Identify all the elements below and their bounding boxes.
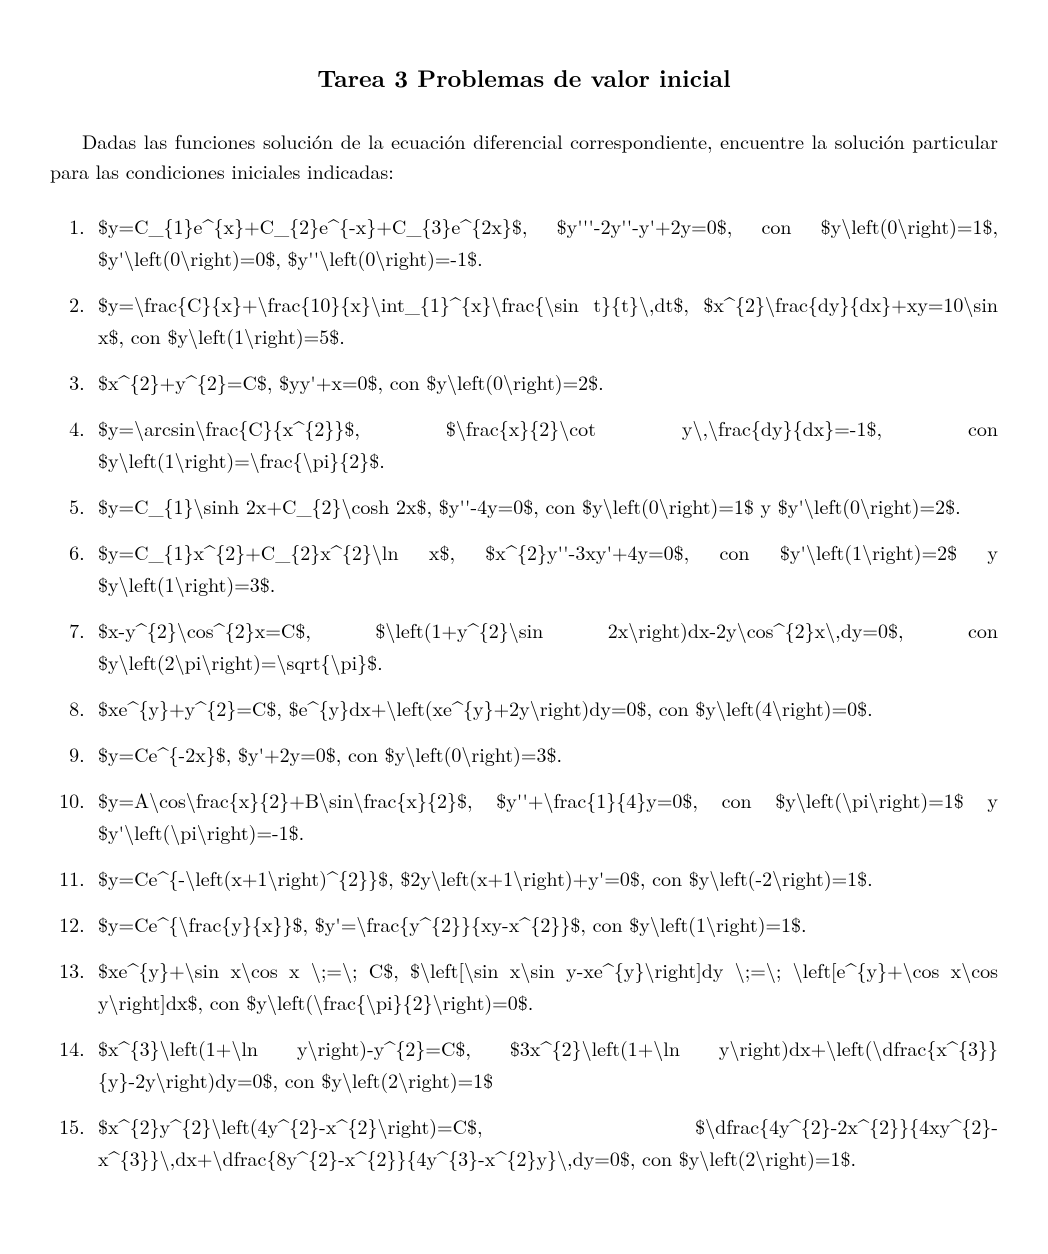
page-title: Tarea 3 Problemas de valor inicial <box>50 60 998 96</box>
problem-item: $y=A\cos\frac{x}{2}+B\sin\frac{x}{2}$, $… <box>98 784 998 848</box>
problem-item: $y=\frac{C}{x}+\frac{10}{x}\int_{1}^{x}\… <box>98 288 998 352</box>
problem-item: $x-y^{2}\cos^{2}x=C$, $\left(1+y^{2}\sin… <box>98 614 998 678</box>
problem-item: $x^{3}\left(1+\ln y\right)-y^{2}=C$, $3x… <box>98 1032 998 1096</box>
problem-item: $xe^{y}+\sin x\cos x \;=\; C$, $\left[\s… <box>98 954 998 1018</box>
problem-item: $y=Ce^{-\left(x+1\right)^{2}}$, $2y\left… <box>98 862 998 894</box>
instructions-paragraph: Dadas las funciones solución de la ecuac… <box>50 126 998 186</box>
problem-item: $x^{2}y^{2}\left(4y^{2}-x^{2}\right)=C$,… <box>98 1110 998 1174</box>
problem-item: $y=\arcsin\frac{C}{x^{2}}$, $\frac{x}{2}… <box>98 412 998 476</box>
problem-item: $y=C_{1}x^{2}+C_{2}x^{2}\ln x$, $x^{2}y'… <box>98 536 998 600</box>
problem-item: $y=Ce^{\frac{y}{x}}$, $y'=\frac{y^{2}}{x… <box>98 908 998 940</box>
problem-item: $y=C_{1}e^{x}+C_{2}e^{-x}+C_{3}e^{2x}$, … <box>98 210 998 274</box>
problem-list: $y=C_{1}e^{x}+C_{2}e^{-x}+C_{3}e^{2x}$, … <box>50 210 998 1174</box>
problem-item: $y=Ce^{-2x}$, $y'+2y=0$, con $y\left(0\r… <box>98 738 998 770</box>
problem-item: $x^{2}+y^{2}=C$, $yy'+x=0$, con $y\left(… <box>98 366 998 398</box>
problem-item: $y=C_{1}\sinh 2x+C_{2}\cosh 2x$, $y''-4y… <box>98 490 998 522</box>
problem-item: $xe^{y}+y^{2}=C$, $e^{y}dx+\left(xe^{y}+… <box>98 692 998 724</box>
